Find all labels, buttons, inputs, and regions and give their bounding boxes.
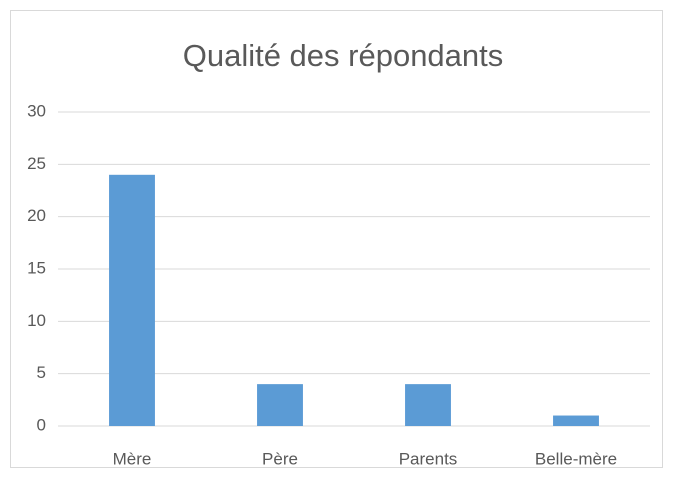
bar xyxy=(405,384,451,426)
y-tick-label: 10 xyxy=(27,311,46,330)
bar xyxy=(257,384,303,426)
y-tick-label: 30 xyxy=(27,101,46,120)
y-tick-label: 0 xyxy=(37,415,46,434)
x-tick-label: Parents xyxy=(399,449,458,468)
x-tick-label: Père xyxy=(262,449,298,468)
y-tick-label: 20 xyxy=(27,206,46,225)
y-tick-label: 25 xyxy=(27,154,46,173)
x-tick-label: Mère xyxy=(113,449,152,468)
y-tick-label: 15 xyxy=(27,258,46,277)
y-tick-label: 5 xyxy=(37,363,46,382)
chart-frame xyxy=(10,10,663,468)
bar xyxy=(109,174,155,426)
bar xyxy=(553,415,599,426)
x-tick-label: Belle-mère xyxy=(535,449,617,468)
chart-title: Qualité des répondants xyxy=(183,38,504,73)
